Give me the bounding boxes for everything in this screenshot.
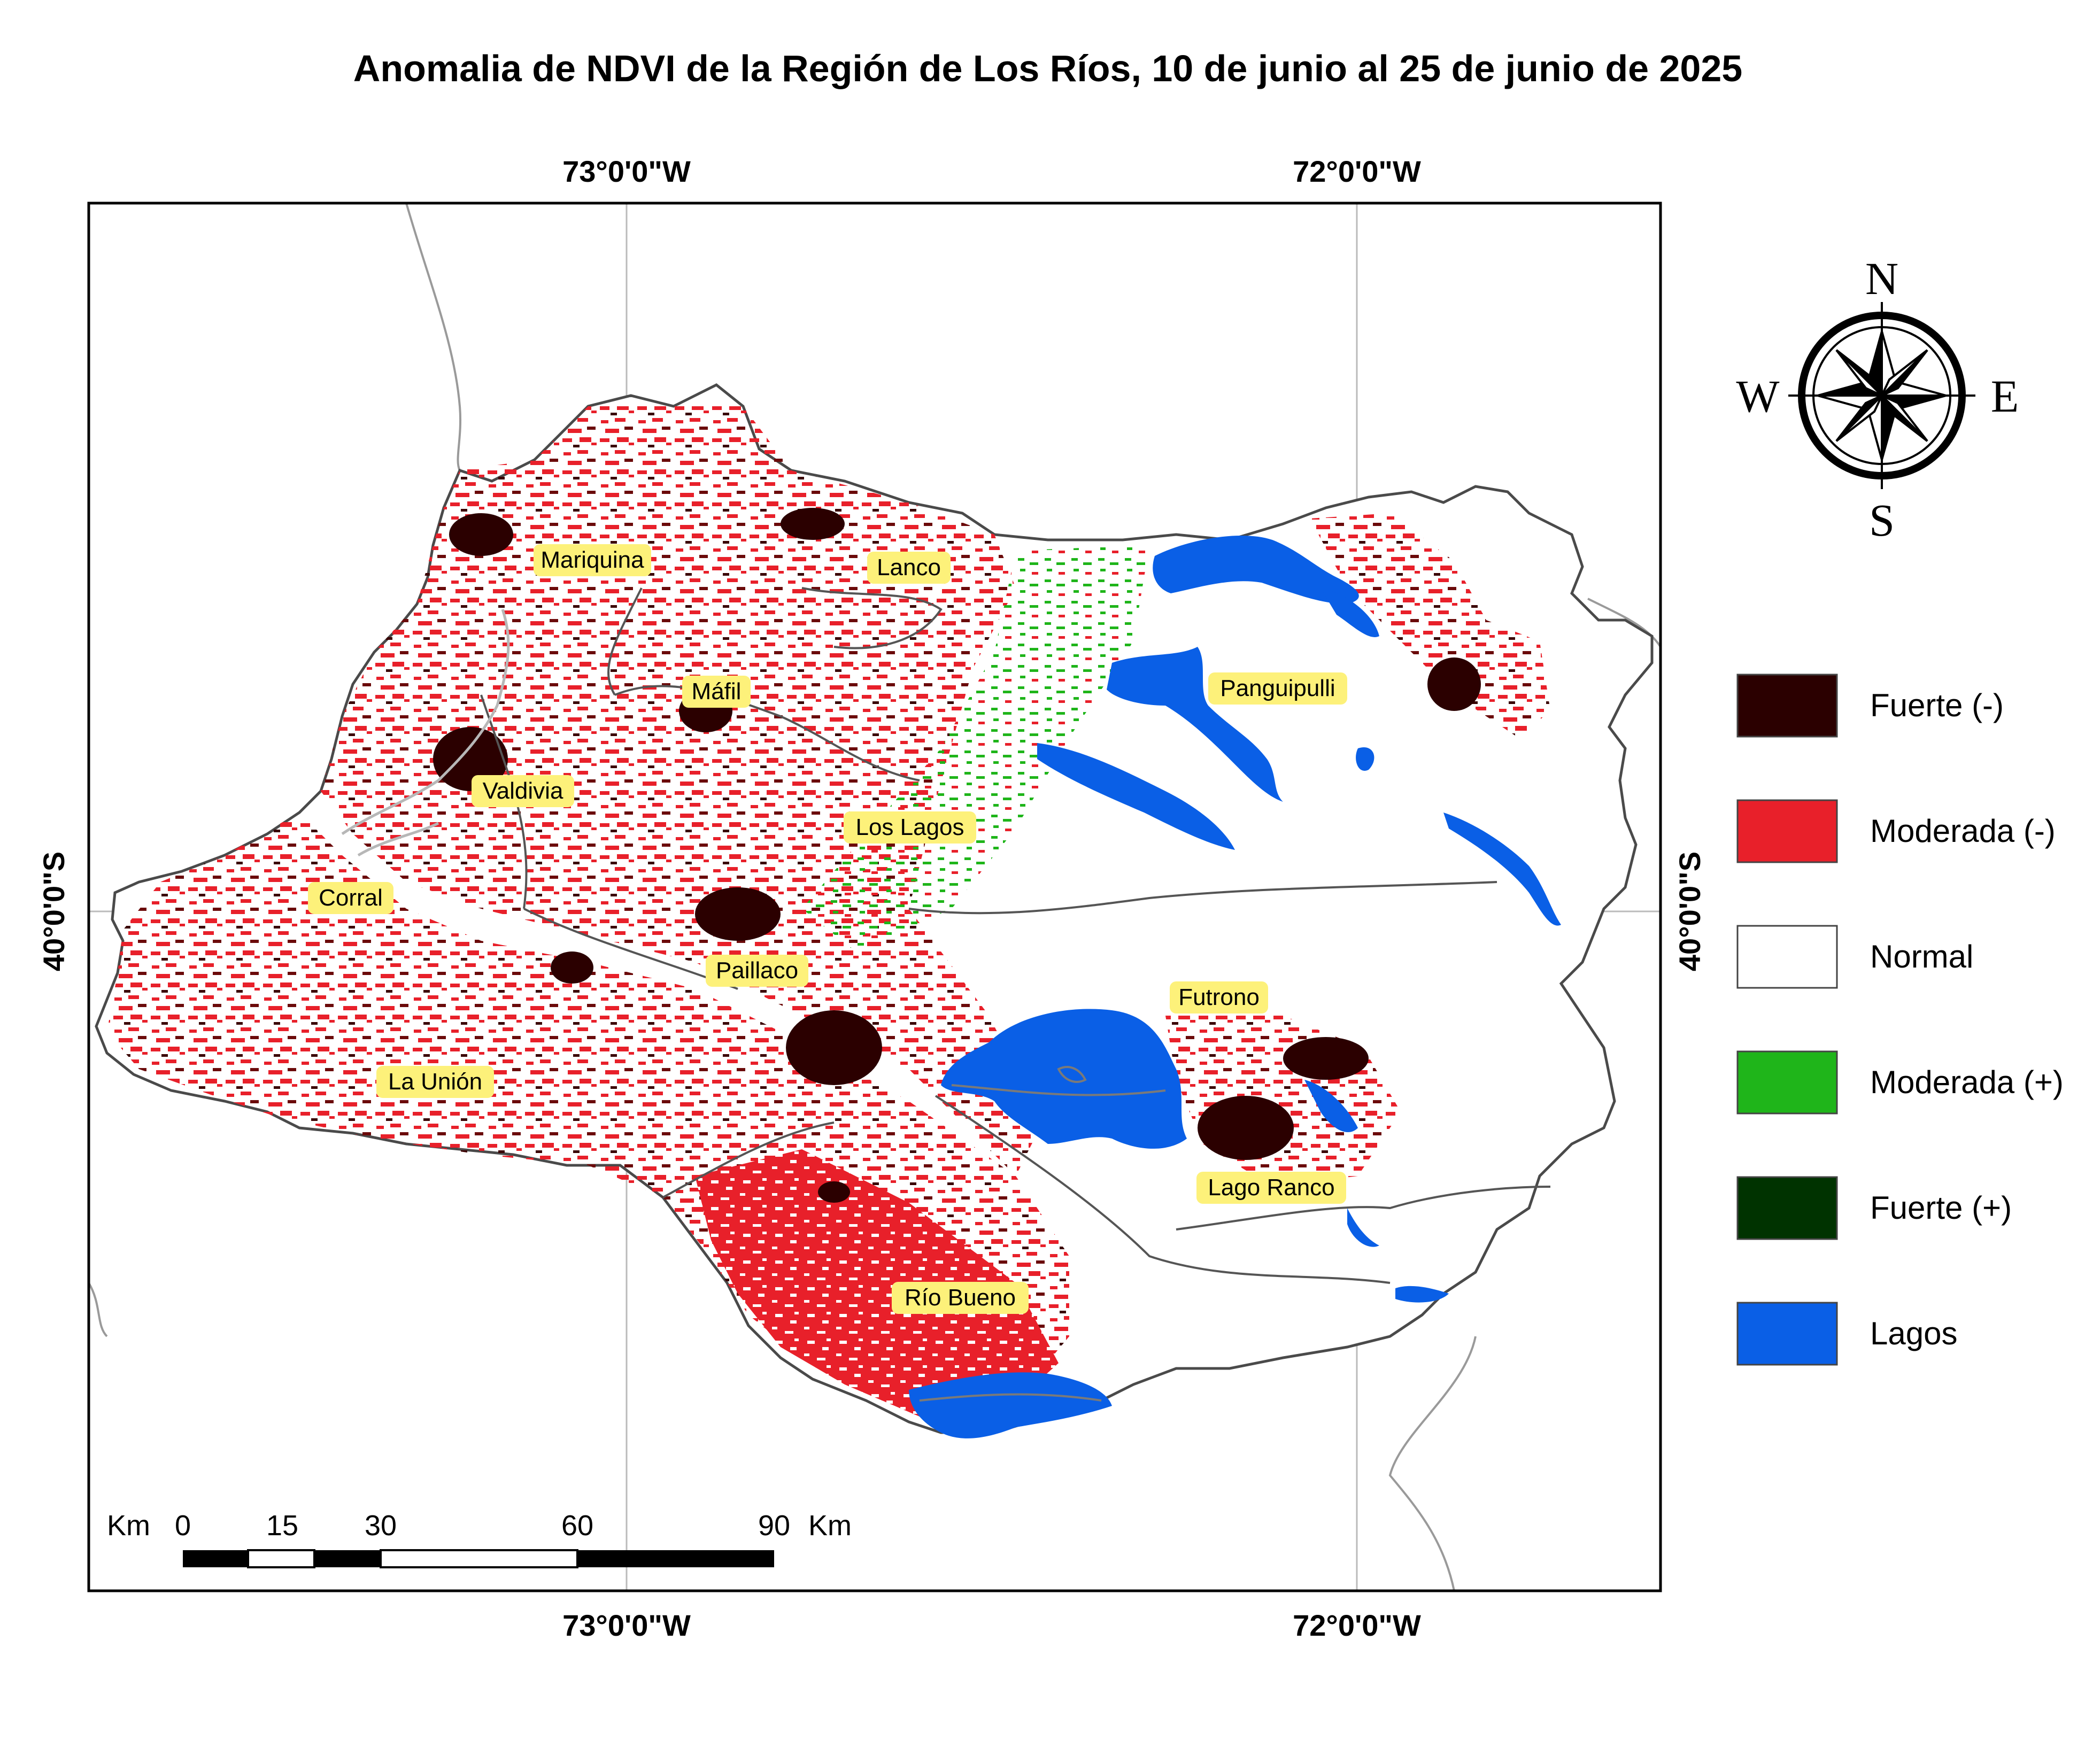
legend-item-lagos: Lagos: [1736, 1302, 1957, 1366]
legend-swatch: [1736, 1302, 1838, 1366]
scale-tick-15: 15: [266, 1510, 298, 1542]
town-lago-ranco: Lago Ranco: [1196, 1172, 1346, 1204]
border-southeast: [1388, 1336, 1477, 1591]
legend-item-moderada-positiva: Moderada (+): [1736, 1050, 2064, 1115]
lake-calafquen: [1153, 535, 1359, 604]
border-northeast: [1587, 598, 1661, 648]
svg-text:Moderada (+): Moderada (+): [1870, 1064, 2064, 1100]
town-paillaco: Paillaco: [706, 955, 808, 987]
lake-small-2: [1347, 1208, 1379, 1247]
map-frame: [87, 202, 1662, 1592]
scale-segment-2: [247, 1549, 315, 1568]
zone-moderate-positive: [802, 545, 1149, 951]
lake-rinihue: [1037, 743, 1235, 850]
svg-text:Fuerte (-): Fuerte (-): [1870, 687, 2004, 723]
scale-segment-5: [577, 1550, 774, 1567]
legend-swatch: [1736, 1050, 1838, 1115]
scale-tick-90: 90: [758, 1510, 790, 1542]
svg-text:Normal: Normal: [1870, 939, 1973, 974]
lake-puyehue: [909, 1372, 1112, 1438]
scale-segment-4: [380, 1549, 578, 1568]
svg-text:Fuerte (+): Fuerte (+): [1870, 1190, 2012, 1226]
town-la-union: La Unión: [376, 1066, 494, 1098]
svg-text:Río Bueno: Río Bueno: [905, 1285, 1016, 1311]
town-panguipulli: Panguipulli: [1208, 672, 1347, 705]
coord-label-top-72w: 72°0'0"W: [1293, 154, 1421, 188]
coastline-southwest: [89, 1282, 108, 1337]
town-valdivia: Valdivia: [472, 775, 574, 807]
compass-label-s: S: [1869, 494, 1895, 546]
coord-label-right-40s: 40°0'0"S: [1673, 852, 1706, 971]
legend-swatch: [1736, 799, 1838, 863]
lake-pirihueico: [1443, 813, 1561, 926]
svg-text:Los Lagos: Los Lagos: [855, 814, 964, 840]
coastline-north: [405, 203, 462, 471]
lake-panguipulli: [1107, 647, 1283, 802]
scale-unit-left: Km: [107, 1510, 150, 1542]
town-los-lagos: Los Lagos: [844, 811, 976, 844]
scale-segment-3: [314, 1550, 381, 1567]
lake-maihue: [1304, 1080, 1358, 1133]
town-mafil: Máfil: [682, 676, 751, 708]
lakes: [909, 535, 1561, 1438]
legend-item-fuerte-negativa: Fuerte (-): [1736, 674, 2004, 738]
town-futrono: Futrono: [1170, 981, 1268, 1013]
compass-label-n: N: [1865, 253, 1898, 304]
svg-text:Paillaco: Paillaco: [716, 957, 798, 984]
lake-pellaifa: [1320, 588, 1379, 637]
legend-swatch: [1736, 1176, 1838, 1240]
anomaly-layer: [107, 406, 1550, 1417]
svg-text:Panguipulli: Panguipulli: [1220, 675, 1335, 701]
legend-swatch: [1736, 674, 1838, 738]
svg-text:Lagos: Lagos: [1870, 1316, 1957, 1351]
svg-text:Máfil: Máfil: [692, 678, 742, 705]
coord-label-bottom-73w: 73°0'0"W: [562, 1608, 691, 1642]
scale-tick-0: 0: [175, 1510, 191, 1542]
svg-text:Valdivia: Valdivia: [483, 778, 563, 804]
svg-text:La Unión: La Unión: [388, 1069, 482, 1095]
town-mariquina: Mariquina: [534, 544, 651, 576]
scale-segment-1: [183, 1550, 248, 1567]
coord-label-bottom-72w: 72°0'0"W: [1293, 1608, 1421, 1642]
map-title: Anomalia de NDVI de la Región de Los Río…: [353, 48, 1742, 89]
svg-text:Corral: Corral: [319, 885, 383, 911]
lake-islands: [919, 1066, 1166, 1402]
svg-text:Lago Ranco: Lago Ranco: [1208, 1174, 1334, 1201]
zone-moderate-negative-north: [321, 406, 1042, 1176]
zone-dense-negative-rio-bueno: [695, 1149, 1059, 1417]
map-panel: [87, 202, 1662, 1592]
north-arrow-compass: N S E W: [1736, 253, 2019, 546]
rivers: [341, 609, 510, 857]
town-rio-bueno: Río Bueno: [892, 1282, 1029, 1314]
svg-text:Lanco: Lanco: [877, 554, 941, 581]
town-corral: Corral: [308, 882, 393, 914]
scale-tick-60: 60: [561, 1510, 593, 1542]
scale-unit-right: Km: [808, 1510, 852, 1542]
legend-item-fuerte-positiva: Fuerte (+): [1736, 1176, 2012, 1240]
town-lanco: Lanco: [867, 552, 951, 584]
scale-tick-30: 30: [365, 1510, 397, 1542]
lake-small-3: [1395, 1286, 1449, 1303]
coord-label-left-40s: 40°0'0"S: [37, 852, 71, 971]
compass-star-icon: [1788, 302, 1975, 489]
compass-label-w: W: [1736, 370, 1779, 422]
legend: Fuerte (-) Moderada (-) Normal Moderada …: [1736, 674, 2064, 1366]
town-labels: Mariquina Lanco Máfil Panguipulli Valdiv…: [308, 544, 1347, 1314]
lake-ranco: [941, 1009, 1187, 1149]
svg-text:Futrono: Futrono: [1178, 984, 1260, 1010]
lake-small-1: [1356, 747, 1374, 771]
coord-label-top-73w: 73°0'0"W: [562, 154, 691, 188]
svg-text:Mariquina: Mariquina: [540, 547, 644, 573]
legend-item-moderada-negativa: Moderada (-): [1736, 799, 2056, 863]
commune-boundaries: [480, 587, 1551, 1284]
scale-bar: Km 0 15 30 60 90 Km: [107, 1510, 852, 1568]
legend-swatch: [1736, 925, 1838, 989]
svg-text:Moderada (-): Moderada (-): [1870, 813, 2056, 849]
compass-label-e: E: [1991, 370, 2019, 422]
zone-moderate-negative-east: [1310, 513, 1550, 738]
legend-item-normal: Normal: [1736, 925, 1973, 989]
